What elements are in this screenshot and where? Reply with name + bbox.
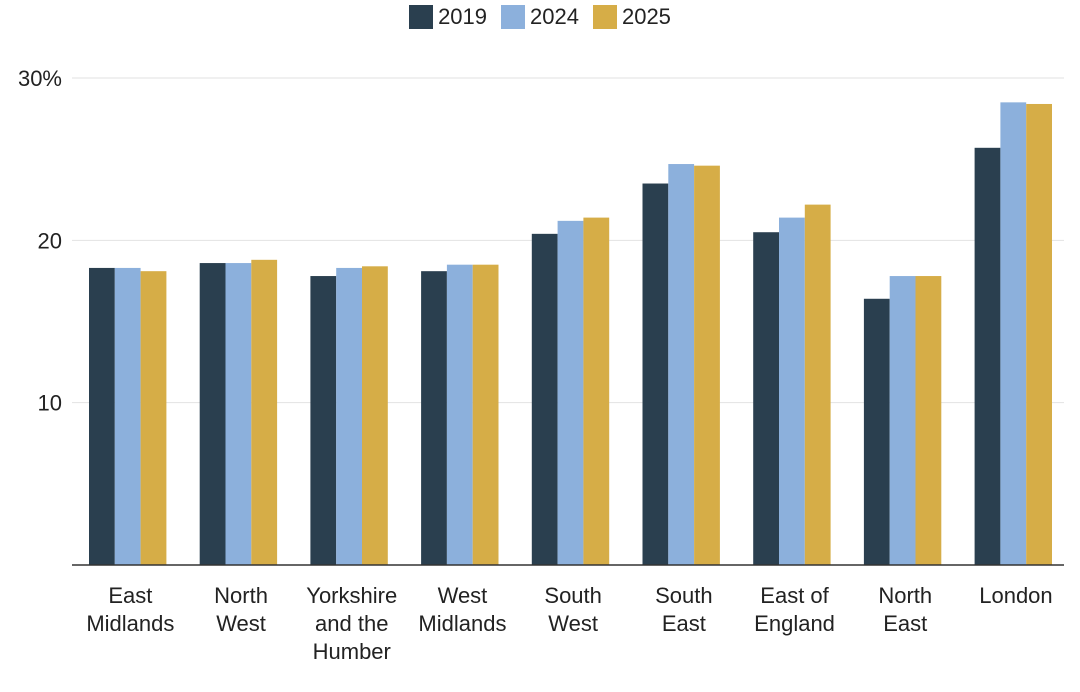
x-tick-label: Humber (313, 639, 391, 664)
bar-2024 (779, 217, 805, 565)
bar-2019 (642, 183, 669, 565)
x-tick-label: Midlands (86, 611, 174, 636)
x-tick-label: East (883, 611, 927, 636)
bar-2024 (1000, 102, 1027, 565)
x-tick-label: South (544, 583, 602, 608)
legend-item: 2024 (501, 4, 579, 30)
bar-2025 (251, 259, 278, 565)
x-tick-label: West (548, 611, 598, 636)
bar-2024 (336, 267, 362, 565)
x-tick-label: London (979, 583, 1052, 608)
x-tick-label: North (878, 583, 932, 608)
y-tick-label: 10 (38, 391, 62, 416)
bar-2019 (531, 233, 558, 565)
legend-label: 2024 (530, 4, 579, 29)
bar-2025 (915, 276, 942, 565)
legend-label: 2025 (621, 4, 671, 29)
x-tick-label: South (655, 583, 713, 608)
legend-item: 2019 (409, 4, 487, 30)
bar-2019 (863, 298, 890, 565)
legend-swatch (592, 5, 617, 29)
bar-2019 (199, 263, 226, 565)
x-tick-label: North (214, 583, 268, 608)
bar-2019 (974, 147, 1001, 565)
legend: 2019 2024 2025 (0, 4, 1080, 30)
bar-2024 (114, 267, 141, 565)
legend-swatch (501, 5, 526, 29)
bar-2024 (668, 164, 695, 565)
x-tick-label: England (754, 611, 835, 636)
x-tick-label: and the (315, 611, 388, 636)
bar-2025 (1026, 103, 1052, 566)
y-tick-label: 20 (38, 228, 62, 253)
bar-2025 (694, 165, 720, 565)
legend-swatch (409, 5, 434, 29)
bar-2024 (889, 276, 916, 565)
bar-2024 (225, 263, 252, 565)
bar-2019 (310, 276, 337, 565)
bar-2025 (362, 266, 388, 565)
x-tick-label: East (662, 611, 706, 636)
x-tick-label: West (216, 611, 266, 636)
x-tick-label: Midlands (418, 611, 506, 636)
bar-2019 (421, 271, 447, 565)
legend-item: 2025 (592, 4, 671, 30)
bar-2025 (583, 217, 610, 565)
legend-label: 2019 (438, 4, 488, 29)
x-tick-label: East (108, 583, 152, 608)
bar-2024 (446, 264, 473, 565)
bar-2019 (89, 267, 115, 565)
x-tick-label: East of (760, 583, 829, 608)
x-tick-label: West (438, 583, 488, 608)
y-tick-label: 30% (18, 66, 62, 91)
bar-2025 (472, 264, 499, 565)
bar-2019 (753, 232, 779, 565)
x-tick-label: Yorkshire (306, 583, 397, 608)
bar-2024 (557, 220, 584, 565)
bar-2025 (804, 204, 831, 565)
bar-2025 (140, 271, 167, 565)
